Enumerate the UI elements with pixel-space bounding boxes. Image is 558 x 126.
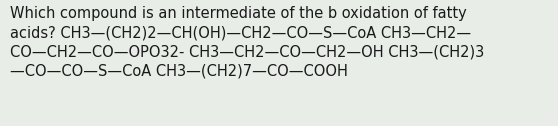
Text: Which compound is an intermediate of the b oxidation of fatty
acids? CH3—(CH2)2—: Which compound is an intermediate of the… [10, 6, 484, 79]
